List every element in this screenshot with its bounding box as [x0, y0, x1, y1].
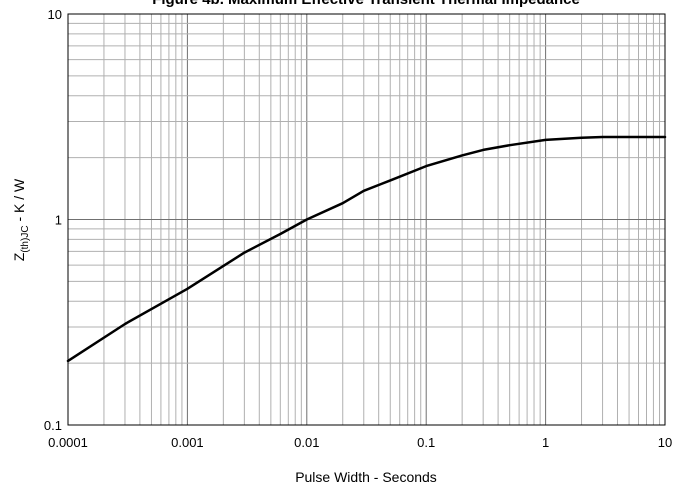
y-tick-label: 1	[55, 213, 62, 228]
y-tick-label: 10	[48, 7, 62, 22]
x-tick-label: 1	[542, 435, 549, 450]
x-tick-label: 10	[658, 435, 672, 450]
y-axis-label: Z(th)JC - K / W	[11, 178, 31, 261]
chart-title: Figure 4b. Maximum Effective Transient T…	[152, 0, 580, 8]
tick-labels: 0.0001 0.001 0.01 0.1 1 10 0.1 1 10	[44, 7, 672, 450]
impedance-curve	[66, 135, 667, 363]
x-tick-label: 0.01	[294, 435, 319, 450]
y-tick-label: 0.1	[44, 418, 62, 433]
grid	[68, 14, 665, 425]
y-axis-label-sub: (th)JC	[20, 225, 31, 252]
plot-area	[67, 13, 666, 426]
x-axis-label: Pulse Width - Seconds	[295, 469, 437, 485]
y-axis-label-main: Z	[11, 252, 27, 261]
x-tick-label: 0.001	[171, 435, 204, 450]
x-tick-label: 0.0001	[48, 435, 88, 450]
x-tick-label: 0.1	[417, 435, 435, 450]
y-axis-label-rest: - K / W	[11, 178, 27, 225]
